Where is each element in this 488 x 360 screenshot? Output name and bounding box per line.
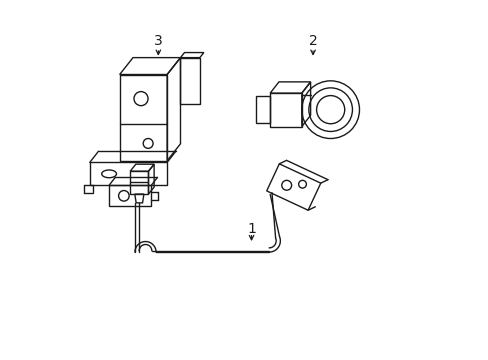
Text: 3: 3 [154, 34, 163, 48]
Text: 2: 2 [308, 34, 317, 48]
Text: 1: 1 [246, 222, 255, 236]
